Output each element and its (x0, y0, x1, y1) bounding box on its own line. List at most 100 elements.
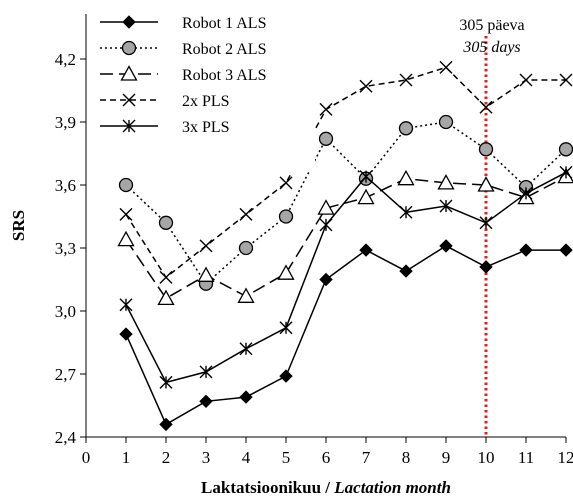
legend-marker (121, 40, 137, 56)
y-axis-title: SRS (9, 210, 28, 241)
data-point-marker (519, 73, 533, 87)
data-point-marker (238, 240, 254, 256)
legend-background (90, 10, 315, 172)
legend-label: Robot 1 ALS (182, 15, 266, 32)
data-point-marker (317, 199, 335, 215)
data-point-marker (119, 298, 133, 312)
data-point-marker (359, 170, 373, 184)
series-line (125, 121, 567, 285)
data-point-marker (559, 73, 573, 87)
data-point-marker (239, 390, 253, 404)
data-point-marker (359, 79, 373, 93)
data-point-marker (197, 266, 215, 282)
data-point-marker (439, 199, 453, 213)
legend-label: Robot 2 ALS (182, 41, 266, 58)
legend-label: 2x PLS (182, 93, 230, 110)
data-point-marker (237, 287, 255, 303)
legend-label: 3x PLS (182, 119, 230, 136)
data-point-marker (279, 176, 293, 190)
data-point-marker (479, 216, 493, 230)
data-point-marker (157, 289, 175, 306)
data-point-marker (119, 327, 133, 341)
data-point-marker (479, 260, 493, 274)
data-point-marker (479, 100, 493, 114)
x-tick-label: 6 (322, 448, 331, 467)
y-tick-label: 2,7 (55, 365, 77, 384)
data-point-marker (159, 375, 173, 389)
x-tick-label: 0 (82, 448, 91, 467)
data-point-marker (319, 272, 333, 287)
legend-label: Robot 3 ALS (182, 67, 266, 84)
series-line (125, 66, 566, 279)
data-point-marker (199, 394, 213, 409)
x-axis-title-italic: Lactation month (333, 478, 451, 497)
data-point-marker (159, 417, 173, 432)
data-point-marker (277, 264, 295, 280)
x-tick-label: 7 (362, 448, 371, 467)
annotation-label: 305 päeva (459, 17, 524, 34)
data-point-marker (398, 121, 414, 136)
data-point-marker (239, 342, 253, 356)
x-tick-label: 8 (402, 448, 411, 467)
data-point-marker (519, 186, 533, 200)
x-tick-label: 3 (202, 448, 211, 467)
data-point-marker (318, 131, 334, 146)
annotation-label-italic: 305 days (462, 39, 520, 56)
data-point-marker (158, 215, 174, 230)
legend-marker (120, 65, 138, 81)
x-tick-label: 1 (122, 448, 131, 467)
series-2 (118, 114, 573, 291)
legend-marker (122, 119, 136, 133)
x-tick-label: 12 (558, 448, 573, 467)
data-point-marker (359, 243, 373, 257)
data-point-marker (519, 243, 533, 257)
data-point-marker (399, 264, 413, 278)
data-point-marker (439, 60, 453, 74)
data-point-marker (559, 243, 573, 257)
data-point-marker (119, 207, 133, 221)
axes: 2,42,73,03,33,63,94,20 1 2 3 4 5 6 7 8 9 10 11 12 (55, 14, 573, 467)
data-point-marker (397, 169, 415, 186)
y-tick-label: 3,6 (55, 176, 76, 195)
y-tick-label: 3,9 (55, 113, 76, 132)
series-4 (119, 60, 573, 284)
series-3 (117, 167, 573, 306)
data-point-marker (279, 321, 293, 335)
data-point-marker (239, 207, 253, 221)
series-lines (117, 60, 573, 432)
y-tick-label: 3,3 (55, 239, 76, 258)
annotation-305-days: 305 päeva 305 days (459, 17, 525, 437)
series-1 (119, 239, 573, 432)
data-point-marker (118, 177, 134, 193)
x-tick-label: 2 (162, 448, 171, 467)
series-line (125, 171, 567, 384)
series-line (125, 175, 567, 300)
x-tick-label: 11 (518, 448, 534, 467)
data-point-marker (199, 365, 213, 379)
data-point-marker (558, 142, 573, 157)
x-tick-label: 10 (478, 448, 495, 467)
series-5 (119, 165, 573, 389)
y-tick-label: 3,0 (55, 302, 76, 321)
data-point-marker (279, 369, 293, 383)
data-point-marker (117, 230, 135, 247)
legend: Robot 1 ALS Robot 2 ALS Robot 3 ALS 2x PLS 3… (90, 10, 315, 172)
x-axis-title-main: Laktatsioonikuu / (201, 478, 334, 497)
data-point-marker (439, 239, 453, 253)
series-line (125, 245, 566, 426)
data-point-marker (399, 205, 413, 219)
x-tick-label: 5 (282, 448, 291, 467)
legend-marker (122, 15, 136, 29)
data-point-marker (438, 114, 454, 130)
y-tick-label: 2,4 (55, 428, 77, 447)
x-tick-label: 9 (442, 448, 451, 467)
data-point-marker (159, 270, 173, 284)
data-point-marker (357, 188, 375, 205)
data-point-marker (319, 218, 333, 232)
data-point-marker (478, 142, 494, 157)
data-point-marker (437, 174, 455, 190)
data-point-marker (477, 176, 495, 192)
data-point-marker (319, 102, 333, 116)
data-point-marker (399, 73, 413, 87)
